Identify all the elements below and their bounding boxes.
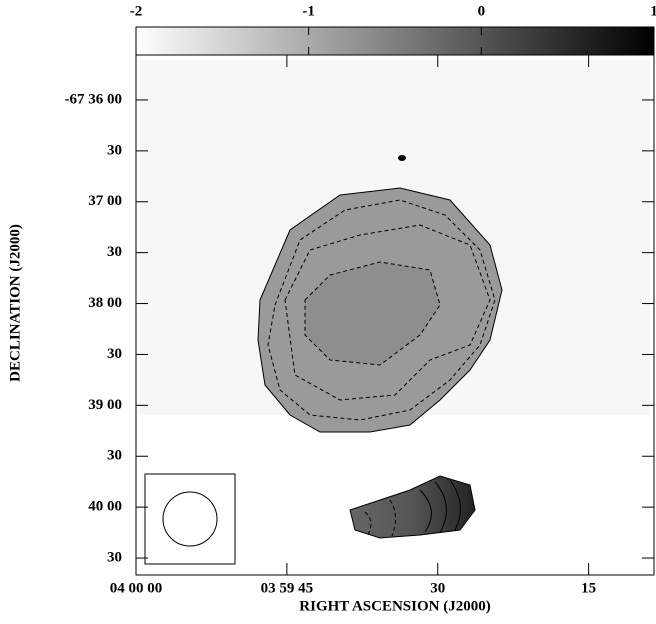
colorbar-tick-label: -1 [302,3,315,19]
contour [284,224,491,401]
y-tick-label: 30 [107,346,122,362]
contour [267,199,496,421]
y-tick-label: 30 [107,244,122,260]
contour [364,499,396,537]
y-tick-label: 30 [107,549,122,565]
contour [304,261,441,366]
beam-box [144,473,236,565]
x-tick-label: 30 [430,580,445,596]
y-tick-label: 38 00 [88,295,122,311]
x-axis-label: RIGHT ASCENSION (J2000) [299,598,490,614]
y-tick-label: 30 [107,448,122,464]
compact-source [398,155,406,161]
x-tick-label: 15 [581,580,596,596]
y-tick-label: 37 00 [88,193,122,209]
source-emission [257,155,503,539]
contour [419,479,461,534]
colorbar-tick-label: 1 [650,3,656,19]
y-tick-label: 39 00 [88,397,122,413]
x-tick-label: 04 00 00 [110,580,163,596]
colorbar-tick-label: -2 [130,3,143,19]
x-tick-label: 03 59 45 [261,580,314,596]
y-tick-label: -67 36 00 [65,91,123,107]
secondary-lobe [349,475,476,539]
y-axis-label: DECLINATION (J2000) [7,224,23,382]
y-tick-label: 40 00 [88,499,122,515]
colorbar [135,26,655,56]
beam [162,491,218,547]
colorbar-tick-label: 0 [478,3,486,19]
y-tick-label: 30 [107,142,122,158]
